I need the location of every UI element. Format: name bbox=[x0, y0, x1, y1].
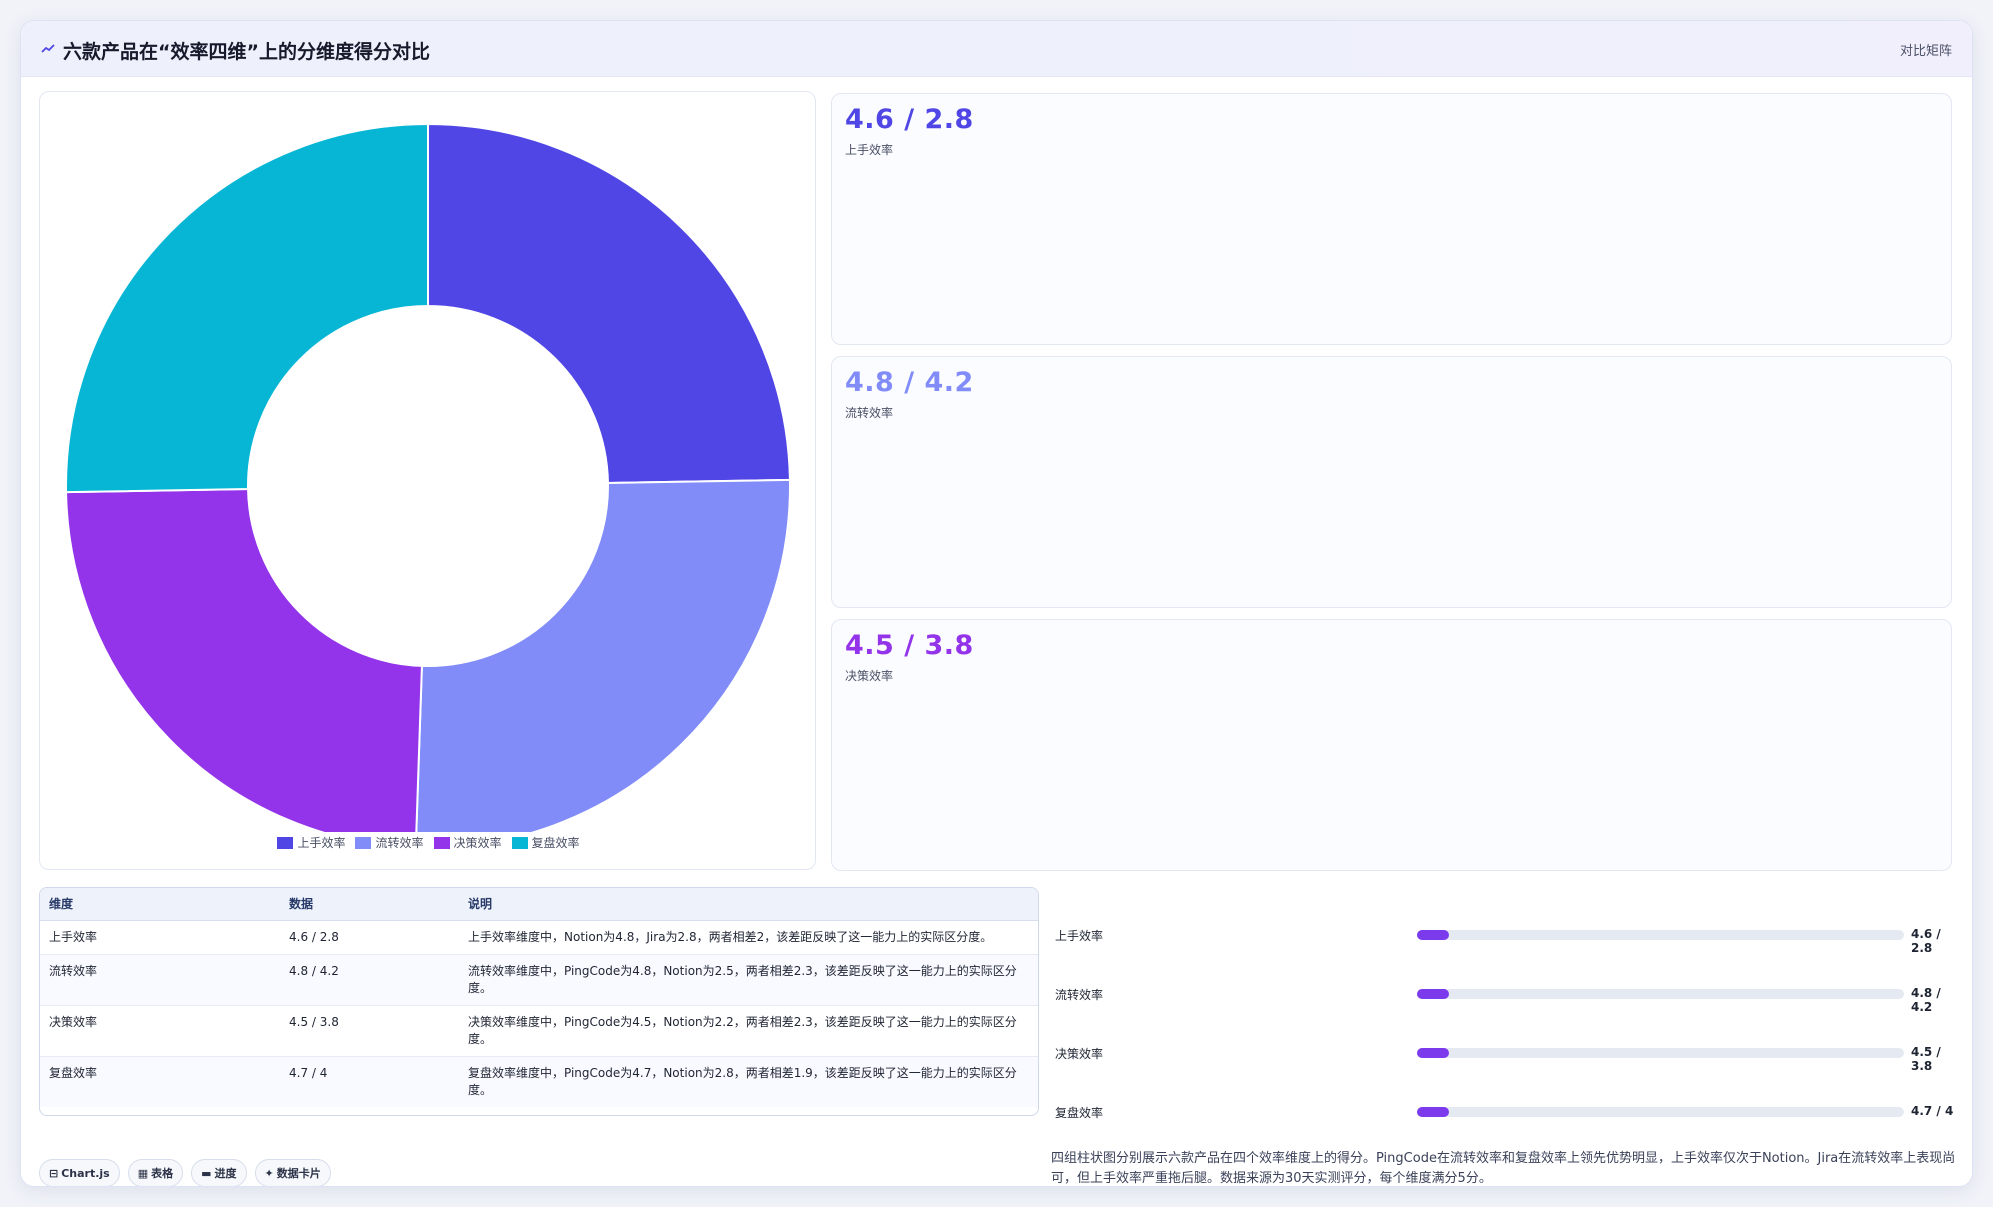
donut-slice-1[interactable] bbox=[427, 122, 791, 484]
progress-value: 4.7 / 4 bbox=[1911, 1104, 1954, 1118]
stat-card: 4.8 / 4.2 流转效率 bbox=[831, 356, 1952, 608]
table-cell-description: 流转效率维度中，PingCode为4.8，Notion为2.5，两者相差2.3，… bbox=[459, 954, 1038, 1006]
chip-label: 进度 bbox=[214, 1167, 237, 1180]
legend-label: 流转效率 bbox=[375, 836, 424, 850]
progress-row: 流转效率 4.8 / 4.2 bbox=[1055, 984, 1955, 1014]
table-cell-dimension: 流转效率 bbox=[40, 954, 280, 1006]
progress-value: 4.6 / 2.8 bbox=[1911, 927, 1941, 955]
progress-fill bbox=[1417, 1048, 1449, 1058]
progress-fill bbox=[1417, 1107, 1449, 1117]
trend-icon bbox=[41, 44, 55, 53]
progress-value: 4.8 / 4.2 bbox=[1911, 986, 1941, 1014]
donut-chart-panel: 上手效率 流转效率 决策效率 复盘效率 bbox=[39, 91, 816, 870]
donut-slice-4[interactable] bbox=[65, 122, 429, 494]
progress-icon: ▬ bbox=[201, 1166, 212, 1180]
table-cell-description: 决策效率维度中，PingCode为4.5，Notion为2.2，两者相差2.3，… bbox=[459, 1005, 1038, 1057]
progress-label: 决策效率 bbox=[1055, 1047, 1104, 1061]
stat-card: 4.5 / 3.8 决策效率 bbox=[831, 619, 1952, 871]
chip-table[interactable]: ▦ 表格 bbox=[127, 1159, 184, 1186]
table-cell-data: 4.6 / 2.8 bbox=[280, 920, 459, 955]
table-cell-dimension: 上手效率 bbox=[40, 920, 280, 955]
progress-value: 4.5 / 3.8 bbox=[1911, 1045, 1941, 1073]
table-row: 决策效率 4.5 / 3.8 决策效率维度中，PingCode为4.5，Noti… bbox=[40, 1005, 1038, 1057]
legend-swatch bbox=[355, 836, 372, 849]
header-tag: 对比矩阵 bbox=[1899, 44, 1952, 59]
progress-label: 复盘效率 bbox=[1055, 1106, 1104, 1120]
table-icon: ▦ bbox=[137, 1166, 149, 1180]
table-cell-description: 复盘效率维度中，PingCode为4.7，Notion为2.8，两者相差1.9，… bbox=[459, 1056, 1038, 1107]
progress-track bbox=[1417, 989, 1904, 999]
stat-card: 4.6 / 2.8 上手效率 bbox=[831, 93, 1952, 345]
donut-slice-3[interactable] bbox=[65, 488, 423, 849]
legend-item[interactable]: 复盘效率 bbox=[511, 834, 580, 851]
chip-label: 表格 bbox=[151, 1167, 174, 1180]
table-header-row: 维度 数据 说明 bbox=[40, 888, 1038, 921]
data-table: 维度 数据 说明 上手效率 4.6 / 2.8 上手效率维度中，Notion为4… bbox=[40, 888, 1038, 1107]
feature-chips: ⊟ Chart.js ▦ 表格 ▬ 进度 ✦ 数据卡片 bbox=[39, 1159, 331, 1186]
chart-icon: ⊟ bbox=[49, 1166, 59, 1180]
page-title: 六款产品在“效率四维”上的分维度得分对比 bbox=[63, 41, 430, 63]
legend-item[interactable]: 决策效率 bbox=[433, 834, 502, 851]
legend-label: 上手效率 bbox=[297, 836, 346, 850]
progress-label: 流转效率 bbox=[1055, 988, 1104, 1002]
table-cell-data: 4.7 / 4 bbox=[280, 1056, 459, 1107]
card-header: 六款产品在“效率四维”上的分维度得分对比 对比矩阵 bbox=[21, 21, 1972, 77]
legend-swatch bbox=[511, 836, 528, 849]
stat-value: 4.8 / 4.2 bbox=[845, 367, 974, 398]
progress-fill bbox=[1417, 989, 1449, 999]
progress-fill bbox=[1417, 930, 1449, 940]
chip-card[interactable]: ✦ 数据卡片 bbox=[254, 1159, 331, 1186]
stat-label: 上手效率 bbox=[845, 143, 894, 157]
dashboard-card: 六款产品在“效率四维”上的分维度得分对比 对比矩阵 上手效率 流转效率 决策效率 复盘… bbox=[20, 20, 1973, 1187]
summary-text: 四组柱状图分别展示六款产品在四个效率维度上的得分。PingCode在流转效率和复… bbox=[1051, 1151, 1956, 1186]
progress-track bbox=[1417, 1107, 1904, 1117]
data-table-panel: 维度 数据 说明 上手效率 4.6 / 2.8 上手效率维度中，Notion为4… bbox=[39, 887, 1039, 1116]
progress-track bbox=[1417, 1048, 1904, 1058]
progress-track bbox=[1417, 930, 1904, 940]
table-cell-data: 4.8 / 4.2 bbox=[280, 954, 459, 1006]
chip-progress[interactable]: ▬ 进度 bbox=[191, 1159, 247, 1186]
table-cell-dimension: 决策效率 bbox=[40, 1005, 280, 1057]
progress-row: 复盘效率 4.7 / 4 bbox=[1055, 1102, 1955, 1122]
stat-label: 流转效率 bbox=[845, 406, 894, 420]
table-header-data: 数据 bbox=[280, 888, 459, 921]
stat-label: 决策效率 bbox=[845, 669, 894, 683]
table-row: 复盘效率 4.7 / 4 复盘效率维度中，PingCode为4.7，Notion… bbox=[40, 1056, 1038, 1107]
donut-chart bbox=[65, 122, 791, 849]
table-cell-data: 4.5 / 3.8 bbox=[280, 1005, 459, 1057]
chart-legend: 上手效率 流转效率 决策效率 复盘效率 bbox=[40, 834, 817, 851]
progress-row: 上手效率 4.6 / 2.8 bbox=[1055, 925, 1955, 955]
legend-item[interactable]: 上手效率 bbox=[277, 834, 345, 851]
table-cell-description: 上手效率维度中，Notion为4.8，Jira为2.8，两者相差2，该差距反映了… bbox=[459, 920, 1038, 955]
legend-item[interactable]: 流转效率 bbox=[355, 834, 424, 851]
chip-label: 数据卡片 bbox=[276, 1167, 321, 1180]
card-icon: ✦ bbox=[264, 1166, 274, 1180]
table-header-description: 说明 bbox=[459, 888, 1038, 921]
progress-label: 上手效率 bbox=[1055, 929, 1104, 943]
table-header-dimension: 维度 bbox=[40, 888, 280, 921]
legend-swatch bbox=[433, 836, 450, 849]
stat-value: 4.6 / 2.8 bbox=[845, 104, 974, 135]
legend-label: 复盘效率 bbox=[531, 836, 580, 850]
stat-value: 4.5 / 3.8 bbox=[845, 630, 974, 661]
legend-label: 决策效率 bbox=[453, 836, 502, 850]
legend-swatch bbox=[277, 836, 294, 849]
progress-row: 决策效率 4.5 / 3.8 bbox=[1055, 1043, 1955, 1073]
table-row: 上手效率 4.6 / 2.8 上手效率维度中，Notion为4.8，Jira为2… bbox=[40, 920, 1038, 955]
chip-label: Chart.js bbox=[61, 1166, 110, 1180]
table-cell-dimension: 复盘效率 bbox=[40, 1056, 280, 1107]
table-row: 流转效率 4.8 / 4.2 流转效率维度中，PingCode为4.8，Noti… bbox=[40, 954, 1038, 1006]
donut-slice-2[interactable] bbox=[414, 478, 791, 849]
chip-chart[interactable]: ⊟ Chart.js bbox=[39, 1159, 120, 1186]
